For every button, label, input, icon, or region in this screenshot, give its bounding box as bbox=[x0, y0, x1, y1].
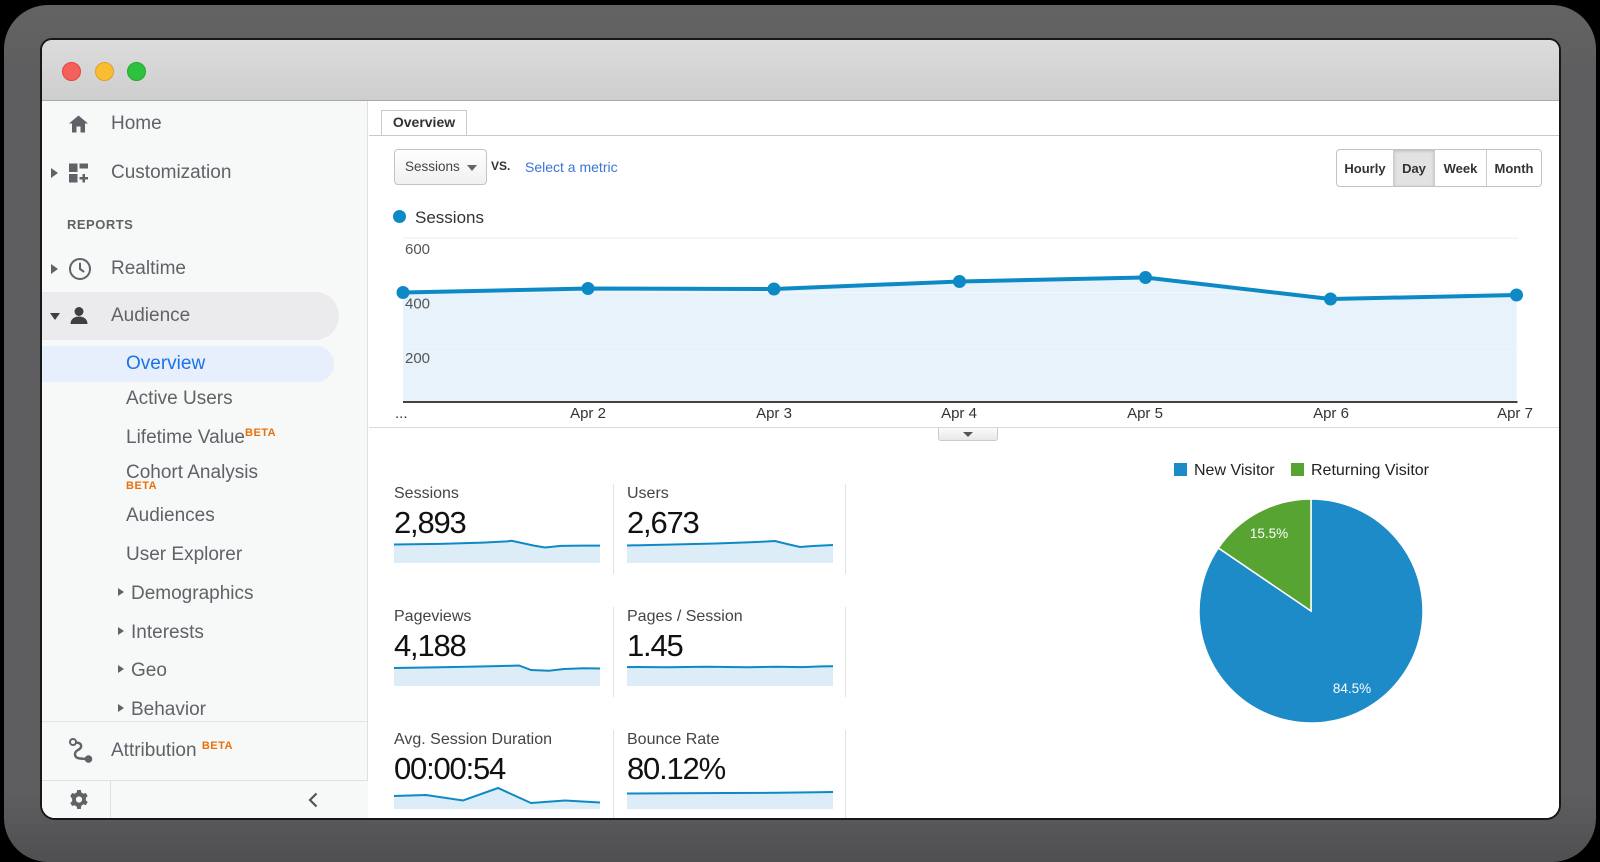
svg-text:15.5%: 15.5% bbox=[1250, 526, 1288, 541]
svg-text:Apr 2: Apr 2 bbox=[570, 405, 606, 422]
svg-text:Apr 5: Apr 5 bbox=[1127, 405, 1163, 422]
svg-text:...: ... bbox=[395, 405, 408, 422]
svg-text:200: 200 bbox=[405, 350, 430, 367]
svg-text:400: 400 bbox=[405, 296, 430, 313]
svg-text:84.5%: 84.5% bbox=[1333, 681, 1371, 696]
svg-text:Apr 6: Apr 6 bbox=[1313, 405, 1349, 422]
svg-text:Apr 3: Apr 3 bbox=[756, 405, 792, 422]
svg-text:600: 600 bbox=[405, 241, 430, 258]
svg-text:Apr 7: Apr 7 bbox=[1497, 405, 1533, 422]
svg-text:Apr 4: Apr 4 bbox=[941, 405, 977, 422]
